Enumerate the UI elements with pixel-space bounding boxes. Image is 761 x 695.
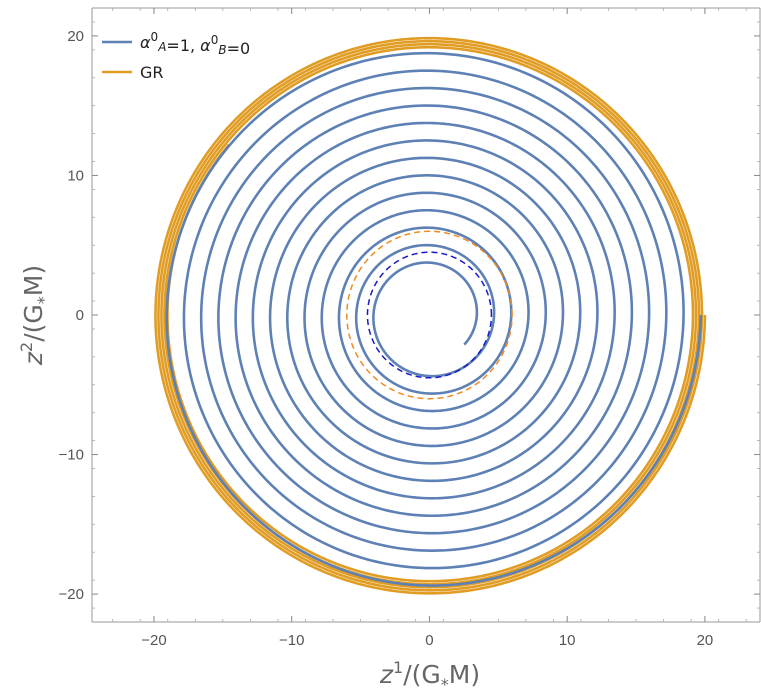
x-tick-label: 20: [697, 632, 714, 649]
legend-label-gr: GR: [140, 63, 164, 82]
series-gr: [154, 36, 707, 595]
x-axis-title: z1/(G*M): [379, 658, 480, 694]
y-tick-label: 0: [76, 307, 84, 324]
x-tick-label: 0: [425, 632, 433, 649]
x-tick-label: 10: [559, 632, 576, 649]
series-layer: [154, 36, 707, 595]
series-alpha: [165, 51, 703, 587]
x-tick-label: −10: [279, 632, 304, 649]
y-tick-label: −10: [59, 447, 84, 464]
plot-frame: [91, 7, 761, 623]
series-circle_outer: [346, 230, 513, 400]
y-tick-label: 20: [67, 28, 84, 45]
legend-label-alpha: α0A=1, α0B=0: [140, 30, 250, 58]
x-tick-label: −20: [141, 632, 166, 649]
legend: α0A=1, α0B=0 GR: [102, 30, 250, 82]
y-tick-label: −20: [59, 586, 84, 603]
y-tick-label: 10: [67, 167, 84, 184]
series-circle_inner: [366, 251, 493, 379]
ticks-layer: −20 −10 0 10 20 −20 −10 0 10 20: [59, 8, 760, 649]
y-axis-title: z2/(G*M): [17, 265, 53, 366]
